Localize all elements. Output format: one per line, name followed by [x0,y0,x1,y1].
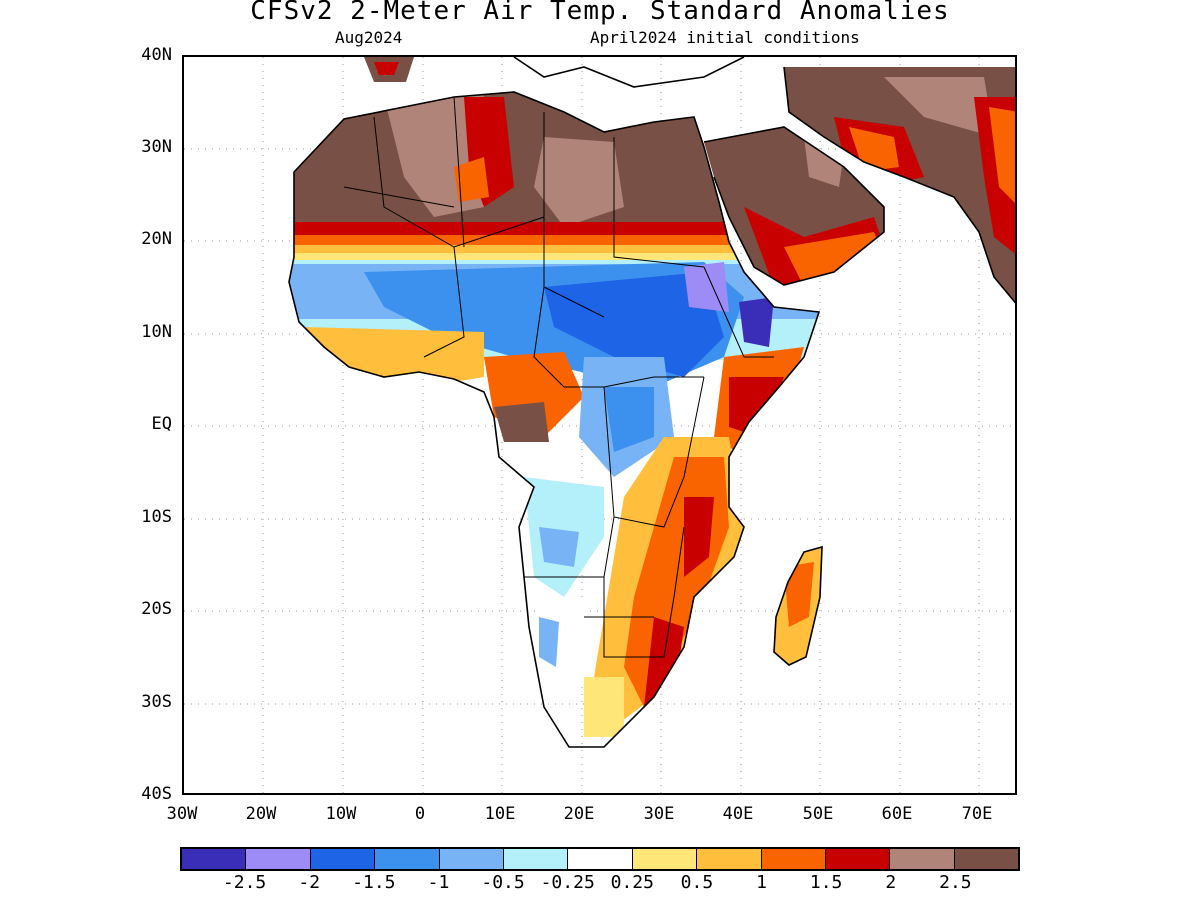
lon-label-10e: 10E [484,804,516,824]
coastlines [288,57,1015,748]
color-swatch-5 [503,849,569,869]
color-scale-label: 2.5 [939,872,972,893]
color-scale-label: 2 [885,872,897,893]
lon-label-70e: 70E [961,804,993,824]
color-scale-label: 1.5 [809,872,843,893]
color-scale-label: -1 [427,872,450,893]
color-scale-label: -2 [298,872,321,893]
color-swatch-10 [825,849,891,869]
color-swatch-0 [182,849,247,869]
color-swatch-3 [375,849,440,869]
anomaly-map [184,57,1015,793]
color-scale-label: -2.5 [222,872,267,893]
lat-label-40n: 40N [141,45,172,65]
color-scale-label: 1 [756,872,767,893]
lon-label-30e: 30E [643,804,675,824]
color-scale-label: -0.25 [540,872,595,893]
color-scale-label: 0.5 [680,872,714,893]
color-swatch-4 [439,849,504,869]
country-borders [343,96,774,658]
lat-label-10s: 10S [141,507,172,527]
color-scale-label: -0.5 [481,872,525,893]
forecast-month: Aug2024 [335,28,403,47]
lat-label-30n: 30N [141,137,172,157]
lon-label-20w: 20W [245,804,277,824]
lon-label-60e: 60E [881,804,913,824]
color-swatch-8 [697,849,762,869]
color-scale-bar [180,847,1020,871]
madagascar-anomaly-field [774,547,822,665]
color-scale-label: -1.5 [352,872,396,893]
color-scale-label: 0.25 [610,872,654,893]
color-swatch-6 [568,849,633,869]
lon-label-30w: 30W [166,804,198,824]
color-swatch-7 [632,849,698,869]
lat-label-30s: 30S [141,692,172,712]
lon-label-40e: 40E [722,804,754,824]
color-swatch-9 [761,849,826,869]
arabia-anomaly-field [704,127,884,285]
lon-label-20e: 20E [563,804,595,824]
color-swatch-12 [954,849,1019,869]
color-swatch-2 [310,849,376,869]
lat-label-20s: 20S [141,599,172,619]
lat-label-eq: EQ [151,414,172,434]
lat-label-40s: 40S [141,784,172,804]
lon-label-0: 0 [414,804,426,824]
lat-label-20n: 20N [141,229,172,249]
color-swatch-1 [246,849,311,869]
lon-label-50e: 50E [802,804,834,824]
color-swatch-11 [890,849,955,869]
lat-label-10n: 10N [141,322,172,342]
lon-label-10w: 10W [325,804,357,824]
initial-conditions: April2024 initial conditions [590,28,860,47]
map-title: CFSv2 2-Meter Air Temp. Standard Anomali… [250,0,950,26]
map-frame [182,55,1017,795]
